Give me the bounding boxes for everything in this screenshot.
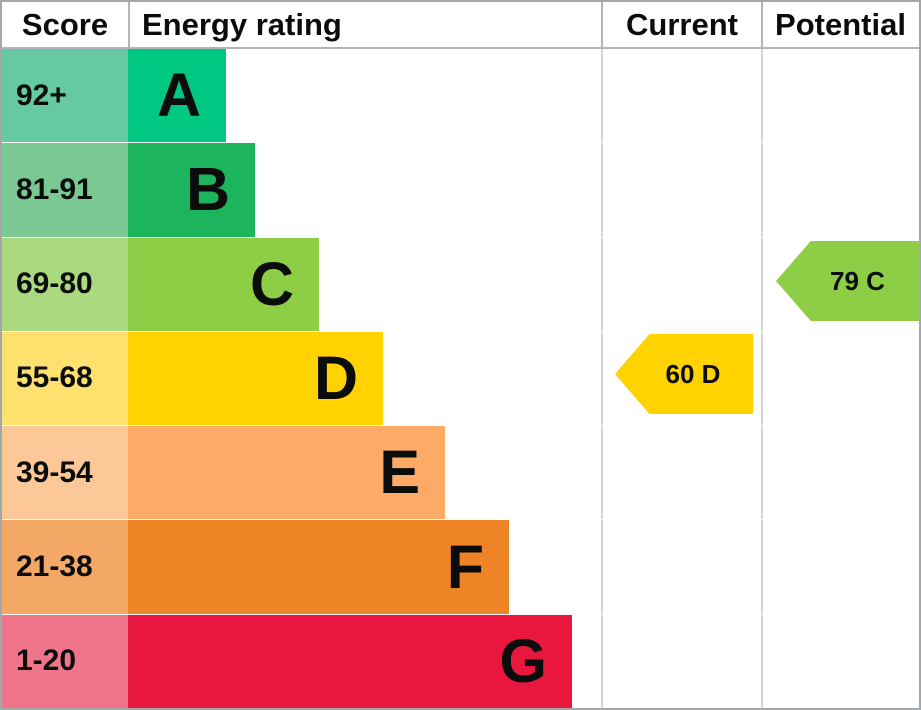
potential-rating-label: 79 C bbox=[830, 266, 885, 296]
band-d-score-range: 55-68 bbox=[2, 331, 128, 426]
potential-column-divider-header bbox=[761, 2, 763, 47]
band-e-bar: E bbox=[128, 426, 445, 520]
band-b-bar: B bbox=[128, 143, 255, 237]
current-rating-label: 60 D bbox=[665, 359, 721, 389]
band-f-bar: F bbox=[128, 520, 509, 614]
chart-header: Score Energy rating Current Potential bbox=[2, 2, 919, 47]
header-score: Score bbox=[21, 7, 109, 42]
header-energy-rating: Energy rating bbox=[142, 7, 342, 42]
band-c-letter: C bbox=[249, 249, 294, 318]
band-row-f: 21-38 F bbox=[2, 520, 919, 615]
band-row-e: 39-54 E bbox=[2, 426, 919, 521]
band-c-score-range: 69-80 bbox=[2, 237, 128, 331]
band-g-letter: G bbox=[499, 626, 547, 695]
band-g-bar: G bbox=[128, 614, 572, 708]
band-b-letter: B bbox=[185, 155, 230, 224]
current-column-divider-header bbox=[601, 2, 603, 47]
band-row-d: 55-68 D bbox=[2, 331, 919, 427]
band-a-letter: A bbox=[156, 61, 201, 130]
band-row-a: 92+ A bbox=[2, 49, 919, 144]
band-d-bar: D bbox=[128, 331, 383, 426]
band-row-c: 69-80 C bbox=[2, 237, 919, 332]
band-f-letter: F bbox=[446, 532, 484, 601]
band-f-score-range: 21-38 bbox=[2, 520, 128, 614]
potential-column-divider bbox=[761, 49, 763, 708]
score-column-divider bbox=[128, 2, 130, 47]
band-a-bar: A bbox=[128, 49, 226, 143]
band-row-b: 81-91 B bbox=[2, 143, 919, 238]
band-g-score-range: 1-20 bbox=[2, 614, 128, 708]
band-e-score-range: 39-54 bbox=[2, 426, 128, 520]
header-current: Current bbox=[626, 7, 738, 42]
header-potential: Potential bbox=[775, 7, 906, 42]
current-rating-arrow: 60 D bbox=[615, 334, 753, 414]
band-d-letter: D bbox=[313, 343, 358, 412]
bands-area: 92+ A 81-91 B 69-80 C 55-68 D 39-54 bbox=[2, 49, 919, 708]
band-e-letter: E bbox=[379, 438, 420, 507]
potential-rating-arrow: 79 C bbox=[776, 241, 919, 321]
band-a-score-range: 92+ bbox=[2, 49, 128, 143]
header-divider-line bbox=[2, 47, 919, 49]
band-b-score-range: 81-91 bbox=[2, 143, 128, 237]
band-c-bar: C bbox=[128, 237, 319, 331]
current-column-divider bbox=[601, 49, 603, 708]
band-row-g: 1-20 G bbox=[2, 614, 919, 708]
